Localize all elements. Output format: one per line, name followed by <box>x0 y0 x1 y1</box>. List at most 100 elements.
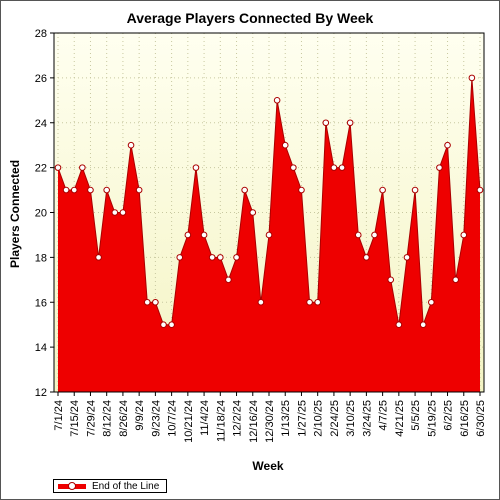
data-point <box>119 209 127 216</box>
x-tick-label: 9/9/24 <box>134 400 146 431</box>
data-point <box>452 276 459 284</box>
x-tick-label: 12/30/24 <box>264 400 276 443</box>
y-tick-label: 22 <box>35 163 47 175</box>
x-tick-label: 7/15/24 <box>69 400 81 437</box>
y-tick-labels: 12 14 16 18 20 22 24 26 28 <box>35 28 54 399</box>
data-point <box>95 254 102 261</box>
data-point <box>428 298 435 306</box>
x-tick-label: 11/4/24 <box>199 400 211 436</box>
x-tick-label: 9/23/24 <box>150 400 162 437</box>
x-tick-label: 7/1/24 <box>53 400 65 431</box>
y-tick-label: 20 <box>35 208 47 220</box>
data-point <box>200 231 208 239</box>
y-tick-label: 12 <box>35 387 47 399</box>
data-point <box>298 186 305 194</box>
data-point <box>363 254 370 261</box>
y-tick-label: 18 <box>35 252 47 264</box>
data-point <box>290 164 297 171</box>
data-point <box>111 209 119 216</box>
data-point <box>395 321 403 328</box>
data-point <box>217 254 224 261</box>
x-tick-label: 4/7/25 <box>378 400 390 431</box>
data-point <box>103 186 110 194</box>
data-point <box>184 231 192 239</box>
x-tick-label: 3/24/25 <box>361 400 373 437</box>
data-point <box>411 186 419 194</box>
data-point <box>444 141 451 149</box>
data-point <box>306 298 313 306</box>
data-point <box>330 164 338 171</box>
data-markers <box>54 74 484 328</box>
y-tick-label: 26 <box>35 73 47 85</box>
data-point <box>468 74 476 82</box>
data-point <box>460 231 468 239</box>
x-tick-label: 6/2/25 <box>443 400 455 431</box>
data-point <box>192 164 200 171</box>
x-tick-label: 10/21/24 <box>183 400 195 443</box>
x-tick-label: 2/24/25 <box>329 400 341 437</box>
data-point <box>160 321 167 328</box>
data-point <box>152 298 159 306</box>
legend: End of the Line <box>53 479 167 493</box>
x-tick-label: 6/16/25 <box>459 400 471 437</box>
data-point <box>168 321 175 328</box>
data-point <box>233 254 240 261</box>
data-point <box>249 209 257 216</box>
data-point <box>257 298 265 306</box>
data-point <box>127 141 135 149</box>
x-tick-label: 8/26/24 <box>118 400 130 437</box>
data-point <box>54 164 62 171</box>
data-point <box>273 97 281 104</box>
data-point <box>476 186 484 194</box>
x-tick-label: 5/5/25 <box>410 400 422 431</box>
x-tick-label: 5/19/25 <box>426 400 438 437</box>
data-point <box>436 164 443 171</box>
data-point <box>314 298 321 306</box>
x-tick-label: 12/2/24 <box>232 400 244 437</box>
x-tick-label: 11/18/24 <box>215 400 227 442</box>
data-point <box>143 298 151 306</box>
x-tick-label: 7/29/24 <box>85 400 97 437</box>
data-point <box>419 321 427 328</box>
x-tick-label: 6/30/25 <box>475 400 487 437</box>
x-tick-label: 1/13/25 <box>280 400 292 437</box>
data-point <box>176 254 184 261</box>
y-tick-label: 24 <box>35 118 47 130</box>
data-point <box>225 276 232 284</box>
x-tick-label: 4/21/25 <box>394 400 406 437</box>
data-point <box>371 231 378 239</box>
data-point <box>322 119 330 127</box>
data-point <box>241 186 248 194</box>
data-point <box>62 186 70 194</box>
data-point <box>135 186 143 194</box>
legend-label: End of the Line <box>92 480 160 492</box>
x-tick-labels: 7/1/24 7/15/24 7/29/24 8/12/24 8/26/24 9/9/24… <box>53 392 487 443</box>
data-point <box>338 164 346 171</box>
x-tick-label: 10/7/24 <box>167 400 179 437</box>
x-axis-title: Week <box>252 459 283 473</box>
data-point <box>79 164 86 171</box>
y-tick-label: 14 <box>35 342 47 354</box>
data-point <box>87 186 94 194</box>
data-point <box>354 231 362 239</box>
data-point <box>265 231 273 239</box>
x-tick-label: 1/27/25 <box>296 400 308 437</box>
data-point <box>346 119 354 127</box>
data-point <box>403 254 411 261</box>
legend-swatch <box>58 481 86 491</box>
data-point <box>387 276 395 284</box>
data-point <box>281 141 289 149</box>
data-point <box>208 254 216 261</box>
x-tick-label: 8/12/24 <box>102 400 114 437</box>
data-point <box>379 186 386 194</box>
data-point <box>70 186 78 194</box>
x-tick-label: 12/16/24 <box>248 400 260 443</box>
x-tick-label: 2/10/25 <box>313 400 325 437</box>
y-axis-title: Players Connected <box>8 160 22 268</box>
y-tick-label: 28 <box>35 28 47 40</box>
y-tick-label: 16 <box>35 297 47 309</box>
chart-title: Average Players Connected By Week <box>127 10 374 26</box>
x-tick-label: 3/10/25 <box>345 400 357 437</box>
